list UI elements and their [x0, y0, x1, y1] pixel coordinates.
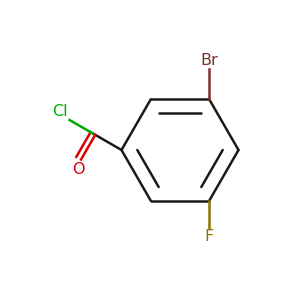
Text: F: F	[205, 229, 214, 244]
Text: Cl: Cl	[52, 103, 68, 118]
Text: O: O	[72, 163, 85, 178]
Text: Br: Br	[200, 53, 218, 68]
